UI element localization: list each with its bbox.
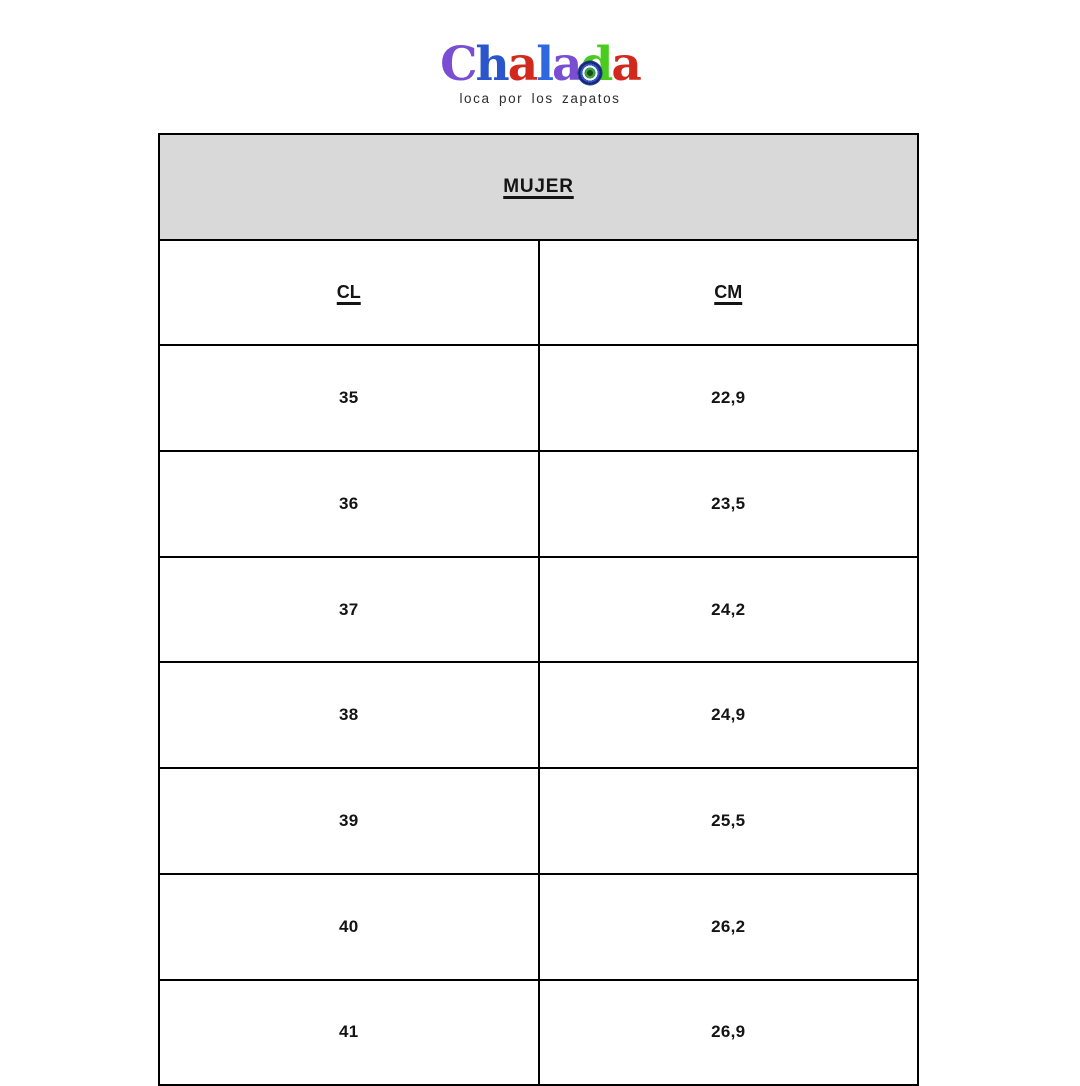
size-chart-table: MUJER CL CM 35 22,9 36 23,5 37 24,2 38 24,9 39 25… (158, 133, 919, 1086)
table-cell: 37 (158, 555, 540, 664)
table-cell: 38 (158, 661, 540, 770)
table-title-cell: MUJER (158, 133, 919, 241)
table-cell: 41 (158, 978, 540, 1086)
table-cell: 24,9 (537, 661, 919, 770)
table-row: 36 23,5 (158, 450, 919, 558)
table-row: 37 24,2 (158, 555, 919, 664)
column-header-cm: CM (537, 238, 919, 347)
logo-letter: a (507, 37, 539, 92)
table-cell: 39 (158, 767, 540, 875)
logo-letter: a (611, 37, 642, 92)
table-row: 40 26,2 (158, 872, 919, 981)
table-cell: 26,9 (537, 978, 919, 1086)
table-cell: 23,5 (537, 450, 919, 558)
column-header-row: CL CM (158, 238, 919, 347)
table-cell: 22,9 (537, 344, 919, 453)
table-row: 39 25,5 (158, 767, 919, 875)
table-row: 38 24,9 (158, 661, 919, 770)
table-cell: 24,2 (537, 555, 919, 664)
table-title-row: MUJER (158, 133, 919, 241)
table-cell: 26,2 (537, 872, 919, 981)
logo-tagline: loca por los zapatos (459, 91, 621, 107)
table-row: 41 26,9 (158, 978, 919, 1086)
table-cell: 25,5 (537, 767, 919, 875)
table-cell: 36 (158, 450, 540, 558)
logo-letter: C (440, 37, 477, 92)
table-cell: 35 (158, 344, 540, 453)
flower-icon (577, 61, 602, 86)
logo-wordmark: Chalada (0, 37, 1080, 92)
logo-letter: l (536, 37, 554, 92)
logo-letter: d (577, 40, 613, 89)
logo-letter: a (552, 37, 583, 92)
table-row: 35 22,9 (158, 344, 919, 453)
table-cell: 40 (158, 872, 540, 981)
column-header-cl: CL (158, 238, 540, 347)
table-title: MUJER (503, 175, 574, 197)
logo-letter: h (475, 37, 510, 92)
brand-logo: Chalada loca por los zapatos (0, 37, 1080, 107)
size-table-body: 35 22,9 36 23,5 37 24,2 38 24,9 39 25,5 40 26,2 41 26… (158, 344, 919, 1086)
